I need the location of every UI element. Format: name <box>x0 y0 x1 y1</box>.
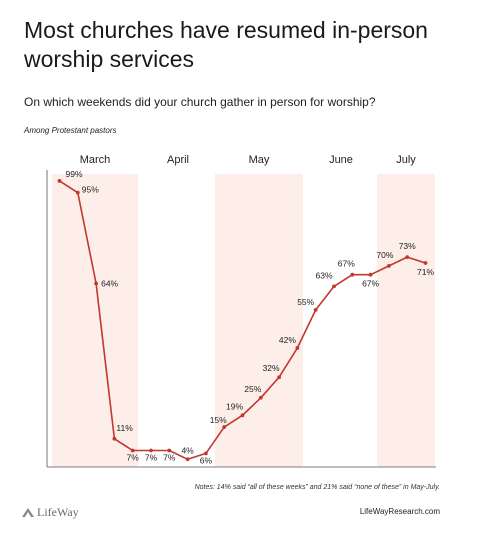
data-label: 4% <box>181 445 194 455</box>
month-label-march: March <box>80 154 111 166</box>
data-point <box>167 448 172 453</box>
data-point <box>185 457 190 462</box>
data-label: 73% <box>399 241 416 251</box>
data-point <box>204 451 208 456</box>
data-label: 25% <box>244 384 261 394</box>
data-label: 67% <box>362 279 379 289</box>
data-label: 63% <box>315 270 332 280</box>
lifeway-logo-icon <box>22 508 34 517</box>
data-label: 15% <box>210 415 227 425</box>
chart-title: Most churches have resumed in-person wor… <box>24 17 428 72</box>
chart-notes: Notes: 14% said “all of these weeks” and… <box>194 484 440 491</box>
data-point <box>75 190 80 195</box>
data-label: 11% <box>116 423 133 433</box>
data-point <box>368 272 373 277</box>
data-point <box>387 264 391 268</box>
data-point <box>332 284 336 289</box>
data-point <box>277 375 281 380</box>
data-point <box>295 346 300 350</box>
month-label-april: April <box>167 154 189 166</box>
lifeway-logo: LifeWay <box>22 505 79 520</box>
data-label: 95% <box>82 185 99 195</box>
data-point <box>258 395 263 400</box>
axes <box>46 170 436 468</box>
data-label: 42% <box>279 335 296 345</box>
data-label: 32% <box>263 363 280 373</box>
data-point <box>130 448 135 453</box>
data-label: 7% <box>145 452 158 462</box>
data-point <box>57 179 62 183</box>
data-point <box>149 448 153 453</box>
data-label: 99% <box>66 169 83 179</box>
data-label: 71% <box>417 267 434 277</box>
month-band-march <box>52 174 138 467</box>
month-label-july: July <box>396 154 416 166</box>
logo-text: LifeWay <box>37 505 79 519</box>
data-point <box>313 307 318 312</box>
data-point <box>222 425 227 429</box>
month-label-june: June <box>329 154 353 166</box>
data-label: 64% <box>101 278 118 288</box>
data-label: 55% <box>297 297 314 307</box>
data-point <box>423 261 428 265</box>
month-label-may: May <box>249 154 270 166</box>
data-point <box>240 413 245 418</box>
data-point <box>94 281 98 286</box>
data-label: 7% <box>163 452 176 462</box>
month-labels: March April May June July <box>80 154 417 166</box>
data-point <box>112 436 117 441</box>
data-label: 67% <box>338 259 355 269</box>
month-band-may <box>215 174 303 467</box>
data-point <box>405 255 410 260</box>
data-point <box>350 272 355 277</box>
data-label: 6% <box>200 455 213 465</box>
data-label: 70% <box>376 250 393 260</box>
survey-question: On which weekends did your church gather… <box>24 95 376 109</box>
month-bands <box>52 174 435 467</box>
month-band-july <box>377 174 435 467</box>
respondent-group: Among Protestant pastors <box>24 126 117 135</box>
data-labels: 99% 95% 64% 11% 7% 7% 7% 4% 6% 15% 19%25% 32% 42% 55%… <box>66 169 435 465</box>
data-label: 19% <box>226 401 243 411</box>
data-points <box>57 179 428 462</box>
data-label: 7% <box>127 452 140 462</box>
website-url: LifeWayResearch.com <box>359 507 440 516</box>
